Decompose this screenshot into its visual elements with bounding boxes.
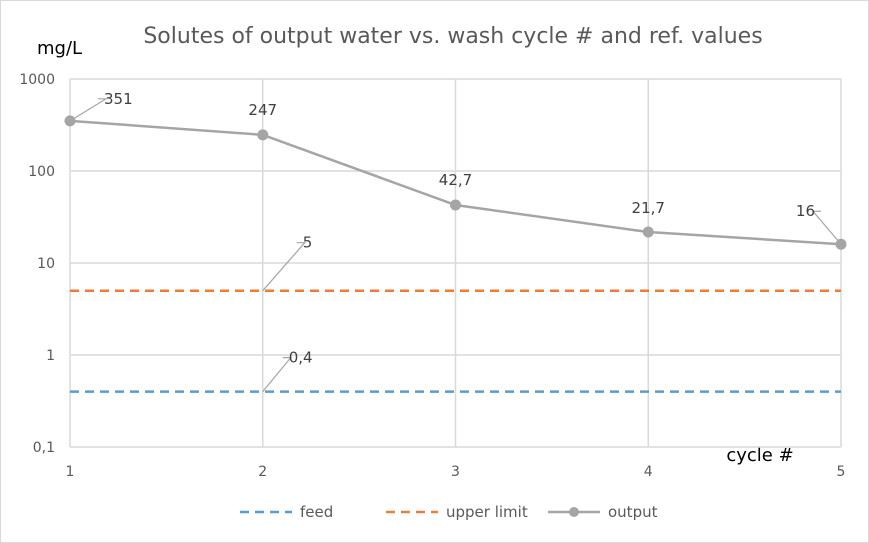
data-label: 351 — [104, 90, 133, 108]
x-tick-label: 5 — [837, 464, 846, 480]
data-labels: 0,4 5 351 247 42,7 21,7 16 — [69, 90, 842, 392]
data-label: 247 — [248, 101, 277, 119]
axis-ticks: 0,1 1 10 100 1000 1 2 3 4 5 — [19, 72, 845, 480]
data-label: 21,7 — [632, 199, 665, 217]
x-tick-label: 4 — [644, 464, 653, 480]
chart-title: Solutes of output water vs. wash cycle #… — [143, 24, 762, 49]
data-label-leader — [262, 242, 307, 292]
y-tick-label: 10 — [37, 256, 55, 272]
legend-label: output — [608, 503, 658, 521]
data-label: 0,4 — [289, 349, 313, 367]
series-lines — [64, 115, 847, 393]
legend-label: feed — [300, 503, 333, 521]
y-tick-label: 1000 — [19, 72, 55, 88]
data-label-leader — [811, 210, 842, 245]
legend: feed upper limit output — [240, 503, 658, 521]
x-tick-label: 1 — [66, 464, 75, 480]
data-point — [642, 226, 654, 238]
data-label: 5 — [303, 234, 313, 252]
x-axis-label: cycle # — [726, 445, 793, 466]
y-axis-unit-label: mg/L — [37, 38, 82, 59]
data-label: 42,7 — [439, 171, 472, 189]
gridlines — [69, 78, 842, 448]
legend-label: upper limit — [446, 503, 528, 521]
data-label-leader — [69, 98, 109, 122]
x-tick-label: 2 — [258, 464, 267, 480]
x-tick-label: 3 — [451, 464, 460, 480]
y-tick-label: 100 — [28, 164, 55, 180]
y-tick-label: 0,1 — [33, 440, 55, 456]
legend-marker — [569, 507, 579, 517]
data-point — [257, 129, 269, 141]
data-label-leader — [262, 357, 293, 392]
data-point — [450, 199, 461, 211]
data-label: 16 — [796, 202, 815, 220]
y-tick-label: 1 — [46, 348, 55, 364]
